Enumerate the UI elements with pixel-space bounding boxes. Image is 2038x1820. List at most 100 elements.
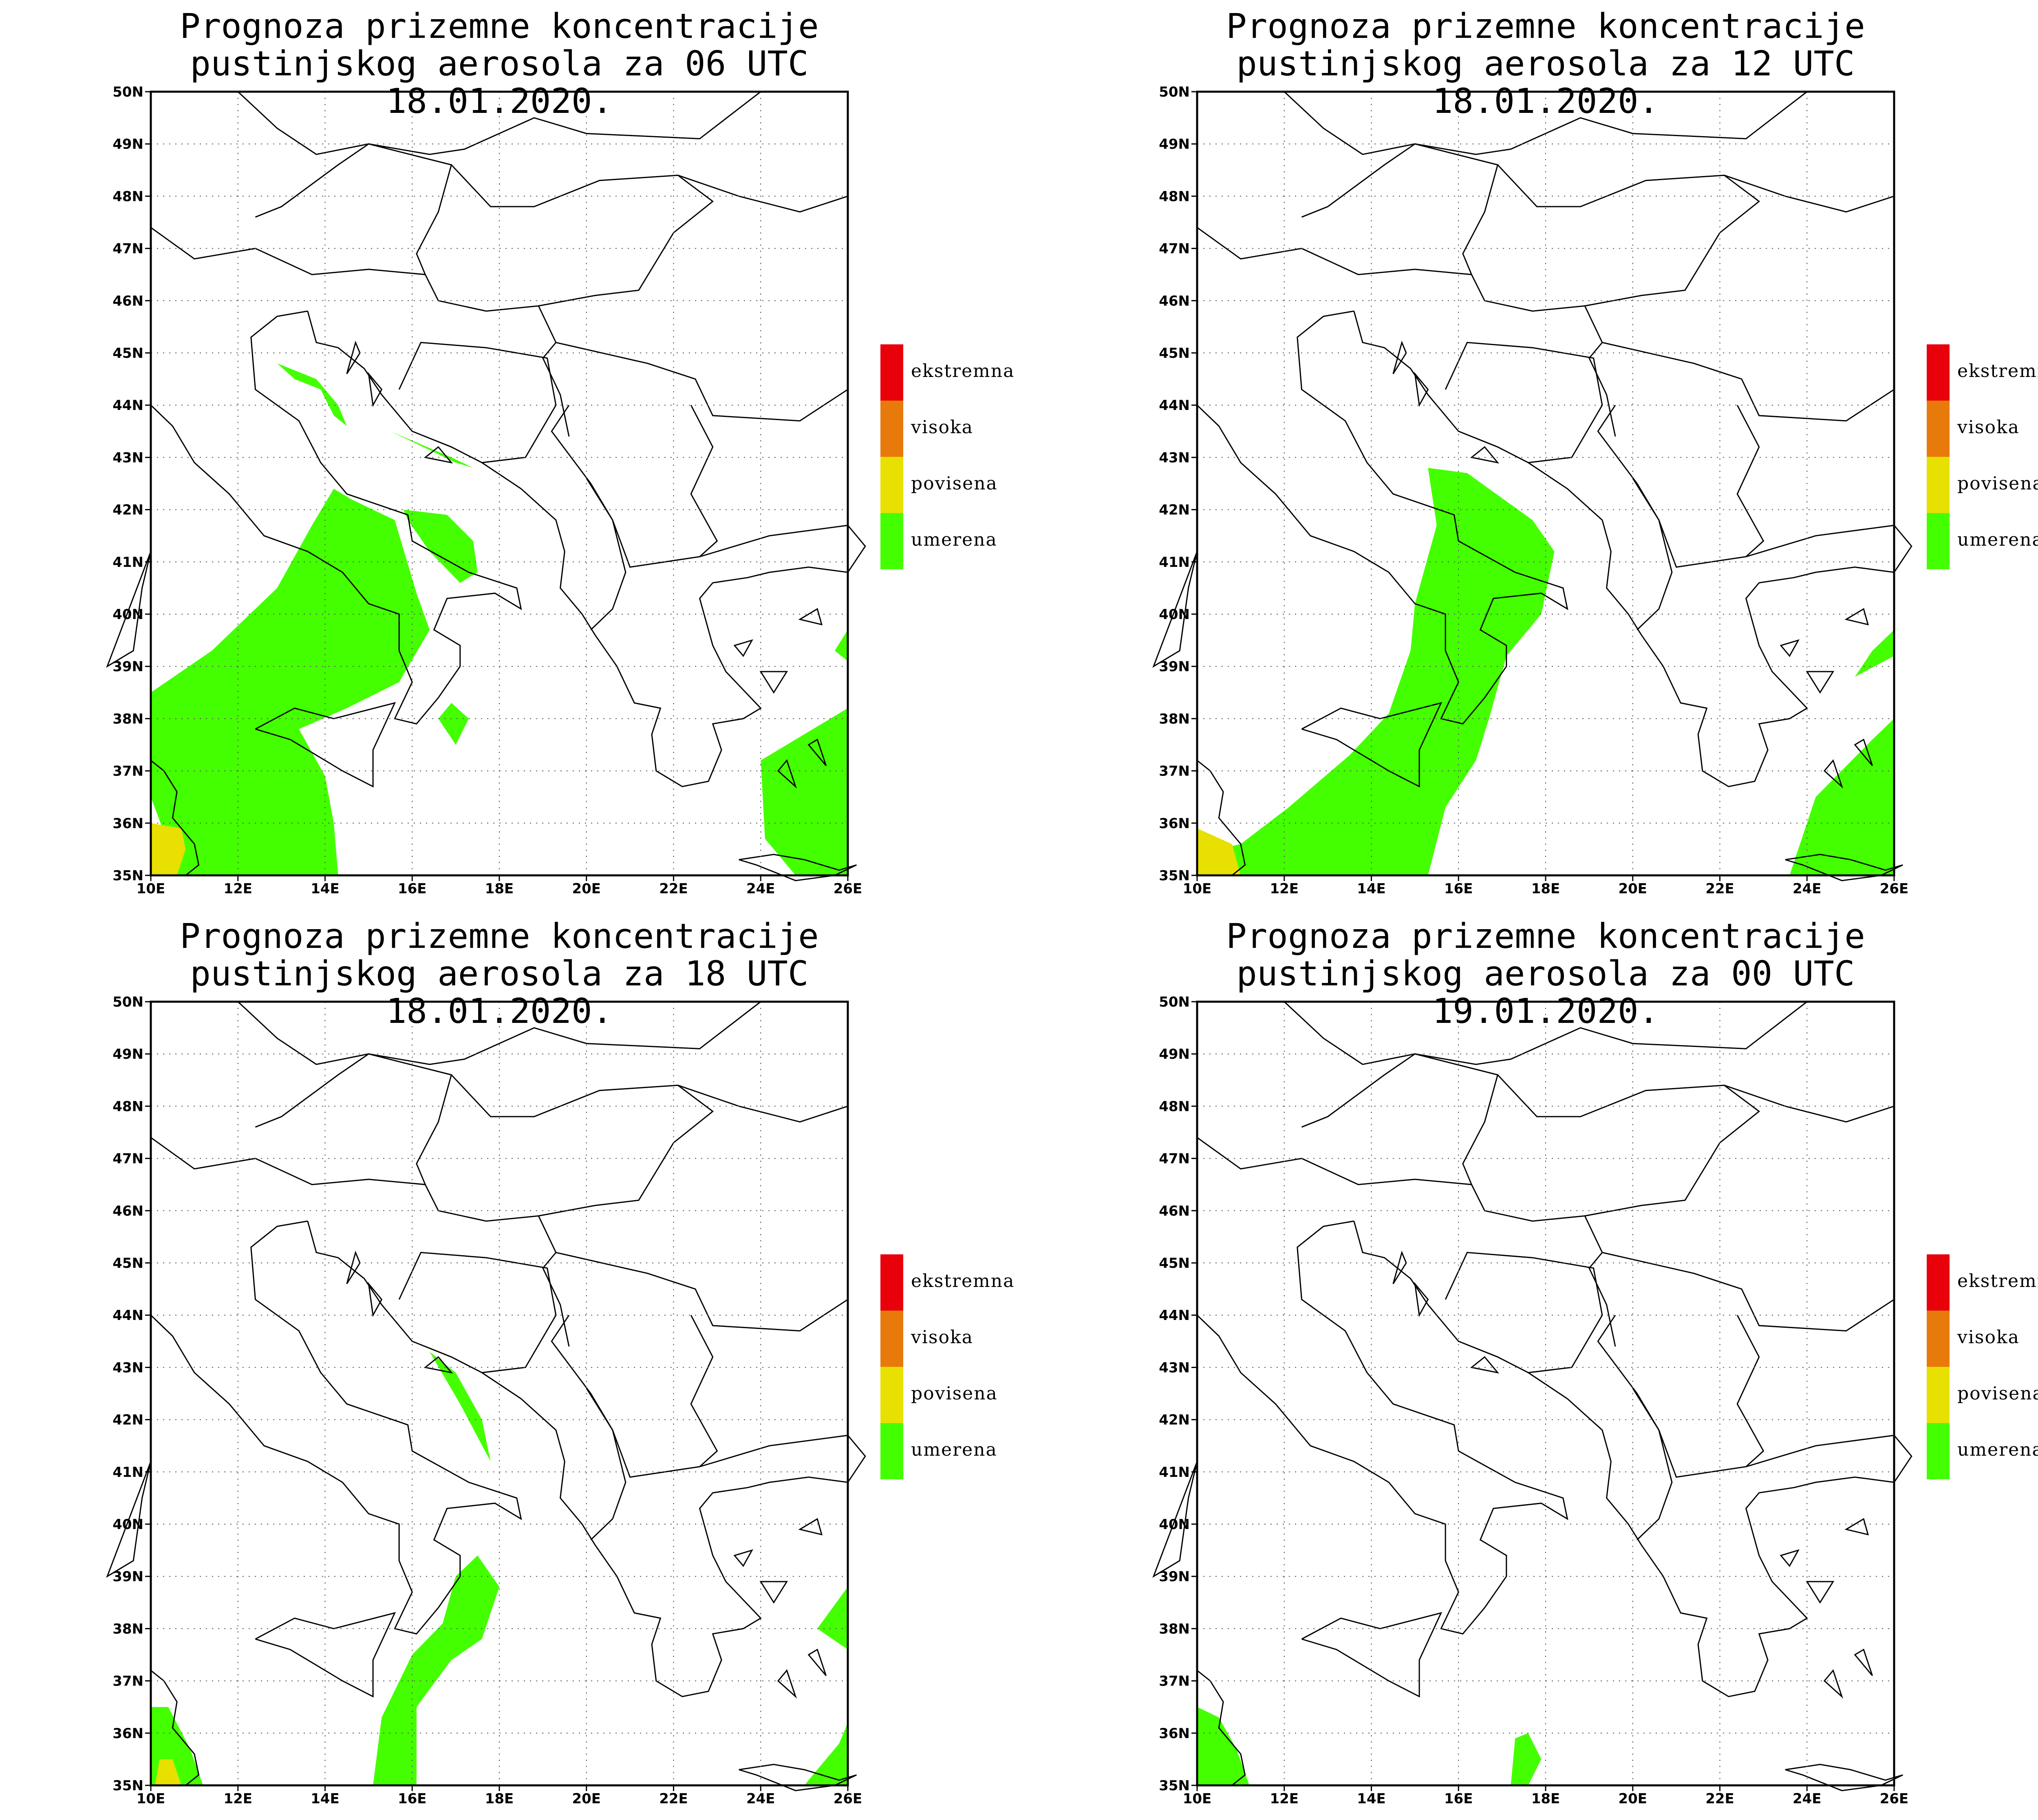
- lat-label: 35N: [112, 1778, 143, 1794]
- legend-swatch-umerena: [880, 1423, 903, 1479]
- island: [1414, 1282, 1429, 1317]
- island: [1780, 1549, 1800, 1567]
- lat-label: 41N: [1159, 554, 1190, 571]
- lat-label: 49N: [112, 136, 143, 152]
- lon-label: 22E: [1705, 1791, 1734, 1807]
- lon-label: 16E: [398, 1791, 427, 1807]
- coastline: [551, 405, 718, 568]
- lat-label: 37N: [112, 1673, 143, 1690]
- lat-label: 35N: [112, 868, 143, 884]
- axis-labels: 50N 49N 48N 47N 46N 45N 44N 43N 42N 41N 40N 39N 38N 3…: [112, 84, 862, 897]
- panel-title-line1: Prognoza prizemne koncentracije: [1226, 916, 1865, 956]
- lat-label: 47N: [112, 1151, 143, 1167]
- aerosol-area: [373, 1555, 499, 1785]
- lat-label: 35N: [1159, 1778, 1190, 1794]
- panel-title-line1: Prognoza prizemne koncentracije: [180, 6, 819, 46]
- legend-swatch-visoka: [880, 1311, 903, 1367]
- lat-label: 41N: [1159, 1464, 1190, 1481]
- legend-swatch-visoka: [880, 401, 903, 457]
- island: [1854, 738, 1873, 766]
- lat-label: 44N: [1159, 397, 1190, 414]
- coastline: [106, 1461, 152, 1578]
- coastline: [1497, 1074, 1760, 1217]
- island: [1806, 671, 1835, 694]
- lat-label: 50N: [1159, 994, 1190, 1010]
- lat-label: 37N: [1159, 763, 1190, 780]
- coastline: [1284, 1001, 1808, 1065]
- lat-label: 47N: [1159, 1151, 1190, 1167]
- aerosol-area: [1197, 828, 1241, 875]
- coastline: [451, 1074, 714, 1217]
- island: [1470, 446, 1500, 464]
- legend-swatch-ekstremna: [1927, 344, 1950, 401]
- aerosol-plumes: [151, 363, 848, 875]
- legend-swatch-ekstremna: [1927, 1254, 1950, 1311]
- coastline: [398, 342, 557, 463]
- lon-label: 10E: [1183, 1791, 1212, 1807]
- coastline: [307, 1221, 848, 1697]
- lat-label: 41N: [112, 554, 143, 571]
- coastline: [1284, 91, 1808, 155]
- legend-swatch-povisena: [1927, 457, 1950, 513]
- concentration-legend: ekstremna visoka povisena umerena: [880, 1254, 1043, 1483]
- legend-label-umerena: umerena: [911, 1439, 997, 1460]
- legend-swatch-visoka: [1927, 1311, 1950, 1367]
- lat-label: 45N: [112, 345, 143, 361]
- aerosol-area: [834, 630, 848, 661]
- island: [807, 738, 827, 766]
- aerosol-area: [403, 509, 478, 583]
- lat-label: 46N: [112, 1203, 143, 1219]
- lat-label: 41N: [112, 1464, 143, 1481]
- legend-swatch-umerena: [1927, 513, 1950, 569]
- lon-label: 18E: [485, 881, 514, 897]
- lon-label: 20E: [572, 1791, 601, 1807]
- coastline: [237, 1001, 761, 1065]
- legend-swatch-umerena: [880, 513, 903, 569]
- legend-label-povisena: povisena: [911, 1383, 998, 1404]
- coastline: [1632, 478, 1673, 630]
- coastline: [1597, 405, 1765, 568]
- coastline: [1785, 854, 1903, 881]
- lon-label: 24E: [746, 1791, 775, 1807]
- coastline: [237, 91, 761, 155]
- island: [1844, 1518, 1869, 1536]
- coastline: [847, 525, 866, 573]
- lat-label: 43N: [1159, 449, 1190, 466]
- forecast-panel-12utc: Prognoza prizemne koncentracije pustinjs…: [1046, 0, 2038, 910]
- lon-label: 26E: [834, 1791, 862, 1807]
- aerosol-area: [430, 1351, 491, 1462]
- panel-title-line2: pustinjskog aerosola za 06 UTC 18.01.202…: [190, 44, 809, 121]
- lon-label: 16E: [398, 881, 427, 897]
- panel-title-line2: pustinjskog aerosola za 00 UTC 19.01.202…: [1236, 954, 1855, 1031]
- coastline: [1301, 702, 1442, 788]
- island: [1823, 1669, 1844, 1699]
- legend-swatch-povisena: [880, 1367, 903, 1423]
- lat-label: 43N: [112, 449, 143, 466]
- aerosol-area: [804, 1723, 848, 1785]
- coastline: [1196, 310, 1568, 725]
- lat-label: 36N: [1159, 815, 1190, 832]
- aerosol-plumes: [1197, 468, 1894, 875]
- island: [1392, 1250, 1407, 1285]
- lat-label: 49N: [1159, 136, 1190, 152]
- legend-label-visoka: visoka: [911, 1327, 973, 1348]
- lon-label: 20E: [1618, 1791, 1647, 1807]
- aerosol-area: [1855, 630, 1894, 677]
- lon-label: 10E: [1183, 881, 1212, 897]
- lat-label: 39N: [112, 659, 143, 675]
- coastline: [1746, 524, 1895, 557]
- coastline: [150, 1220, 522, 1635]
- lon-label: 12E: [1270, 881, 1299, 897]
- axis-labels: 50N 49N 48N 47N 46N 45N 44N 43N 42N 41N 40N 39N 38N 3…: [1159, 84, 1908, 897]
- coastline: [1301, 143, 1499, 275]
- legend-swatch-povisena: [1927, 1367, 1950, 1423]
- lat-label: 39N: [1159, 659, 1190, 675]
- island: [368, 372, 383, 407]
- island: [733, 639, 754, 657]
- coastline: [307, 311, 848, 787]
- lon-label: 10E: [137, 881, 165, 897]
- concentration-legend: ekstremna visoka povisena umerena: [880, 344, 1043, 573]
- lat-label: 40N: [1159, 606, 1190, 623]
- aerosol-area: [277, 363, 347, 426]
- lat-label: 40N: [112, 1516, 143, 1533]
